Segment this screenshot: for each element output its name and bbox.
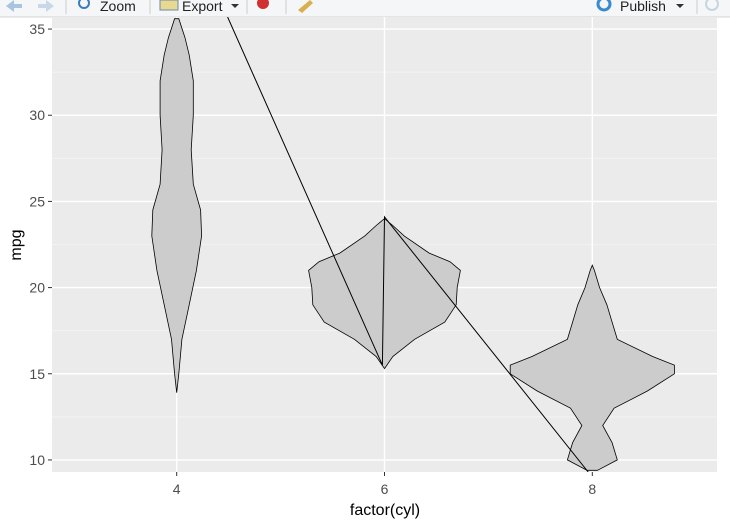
- y-tick-label: 30: [29, 107, 45, 123]
- forward-button[interactable]: [38, 0, 54, 12]
- y-axis-title: mpg: [8, 229, 25, 260]
- y-tick-label: 15: [29, 366, 45, 382]
- export-button[interactable]: Export: [159, 0, 239, 14]
- x-tick-label: 6: [381, 481, 389, 497]
- publish-label: Publish: [620, 0, 666, 14]
- dropdown-arrow: [676, 4, 684, 8]
- zoom-icon: [78, 0, 90, 9]
- y-tick-label: 10: [29, 452, 45, 468]
- violin: [509, 264, 675, 471]
- y-tick-label: 20: [29, 280, 45, 296]
- toolbar: Zoom Export Publish: [0, 0, 730, 18]
- back-button[interactable]: [6, 0, 22, 12]
- refresh-button[interactable]: [705, 0, 719, 11]
- plot: 10 15 20 25 30 35 4 6 8: [29, 17, 717, 497]
- dropdown-arrow: [231, 4, 239, 8]
- y-tick-label: 25: [29, 193, 45, 209]
- broom-button[interactable]: [298, 0, 313, 13]
- line: [227, 17, 589, 472]
- clear-button[interactable]: [257, 0, 269, 9]
- export-label: Export: [182, 0, 223, 14]
- x-tick-label: 8: [588, 481, 596, 497]
- plot-marks: [151, 17, 675, 472]
- violin: [151, 18, 203, 393]
- export-icon: [159, 0, 179, 11]
- publish-icon: [596, 0, 612, 12]
- x-tick-label: 4: [173, 481, 181, 497]
- toolbar-bg: [0, 0, 730, 17]
- y-tick-label: 35: [29, 21, 45, 37]
- zoom-button[interactable]: Zoom: [78, 0, 136, 14]
- x-axis-title: factor(cyl): [350, 502, 420, 519]
- zoom-label: Zoom: [100, 0, 136, 14]
- publish-button[interactable]: Publish: [596, 0, 684, 14]
